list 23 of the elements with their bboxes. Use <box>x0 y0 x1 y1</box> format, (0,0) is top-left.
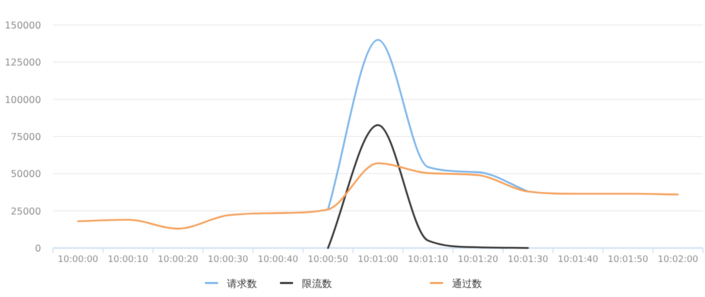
x-tick-label: 10:01:30 <box>508 255 548 265</box>
x-tick-label: 10:01:00 <box>358 255 398 265</box>
x-tick-label: 10:01:10 <box>408 255 448 265</box>
legend-label: 请求数 <box>227 278 257 290</box>
y-tick-label: 100000 <box>4 94 41 106</box>
x-tick-label: 10:00:20 <box>158 255 198 265</box>
y-tick-label: 125000 <box>4 58 41 69</box>
legend-label: 通过数 <box>452 278 482 290</box>
x-tick-label: 10:02:00 <box>658 255 698 265</box>
y-tick-label: 150000 <box>4 20 41 32</box>
y-tick-label: 75000 <box>10 132 41 143</box>
y-tick-label: 25000 <box>10 206 41 218</box>
y-tick-label: 0 <box>34 244 41 254</box>
legend-label: 限流数 <box>302 278 332 290</box>
x-tick-label: 10:00:50 <box>308 255 348 265</box>
y-tick-label: 50000 <box>10 169 41 180</box>
x-tick-label: 10:01:20 <box>458 255 498 265</box>
x-tick-label: 10:01:40 <box>558 255 598 265</box>
x-tick-label: 10:00:40 <box>258 255 298 265</box>
x-tick-label: 10:00:30 <box>208 255 248 265</box>
x-tick-label: 10:01:50 <box>608 255 648 265</box>
x-tick-label: 10:00:00 <box>58 255 98 265</box>
x-tick-label: 10:00:10 <box>108 255 148 265</box>
